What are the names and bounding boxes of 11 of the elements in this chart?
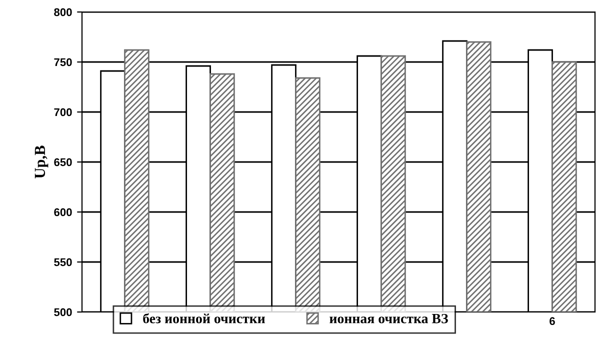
- y-tick-label: 700: [54, 108, 72, 116]
- y-tick-label: 600: [54, 208, 72, 216]
- x-tick-label: 6: [550, 317, 555, 326]
- y-tick-label: 550: [54, 258, 72, 266]
- y-tick-label: 750: [54, 58, 72, 66]
- y-axis-title: Up,B: [34, 146, 48, 178]
- y-tick-label: 650: [54, 158, 72, 166]
- legend-label: ионная очистка ВЗ: [330, 314, 448, 324]
- y-tick-label: 800: [54, 8, 72, 16]
- legend-label: без ионной очистки: [143, 313, 265, 324]
- y-tick-label: 500: [54, 308, 72, 316]
